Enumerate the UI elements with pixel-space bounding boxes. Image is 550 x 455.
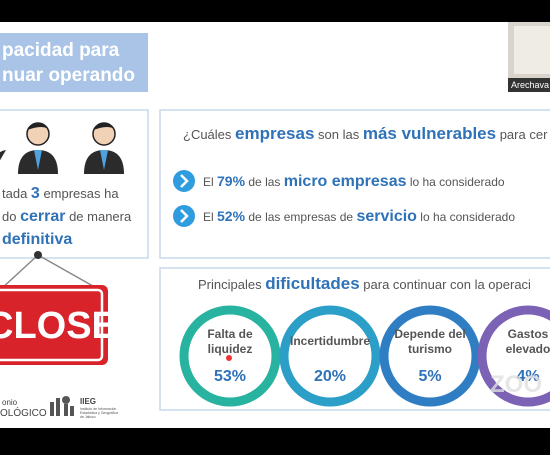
panel <box>159 109 550 259</box>
difficulty-label: Falta de <box>207 327 253 341</box>
participant-name: Arechava <box>511 80 549 90</box>
difficulty-label: Incertidumbre <box>290 334 370 348</box>
text: de las <box>245 175 284 189</box>
emphasis: empresas <box>235 124 314 143</box>
person-icons <box>0 122 124 174</box>
text: para cer <box>496 127 548 142</box>
bullet-icon <box>173 170 195 192</box>
emphasis: cerrar <box>20 208 65 225</box>
emphasis: 3 <box>31 185 40 202</box>
emphasis: dificultades <box>265 274 359 293</box>
logo-text: onio <box>2 398 18 407</box>
difficulty-label: liquidez <box>208 342 253 356</box>
text: ¿Cuáles <box>183 127 235 142</box>
panel <box>0 109 149 259</box>
bullet: El 79% de las micro empresas lo ha consi… <box>203 173 505 190</box>
bullet-icon <box>173 205 195 227</box>
text: son las <box>314 127 362 142</box>
text: tada <box>2 186 31 201</box>
heading: Principales dificultades para continuar … <box>198 274 531 293</box>
emphasis: micro empresas <box>284 173 407 190</box>
iieg-icon <box>50 396 74 416</box>
text: lo ha considerado <box>406 175 504 189</box>
closure-line: definitiva <box>2 231 72 248</box>
panel <box>159 267 550 411</box>
sign-text: CLOSED <box>0 305 144 347</box>
text: de las empresas de <box>245 210 356 224</box>
text: do <box>2 209 20 224</box>
title-box <box>0 33 148 92</box>
title-line: nuar operando <box>2 65 135 86</box>
difficulty-value: 5% <box>418 368 441 385</box>
difficulty-label: turismo <box>408 342 452 356</box>
closure-line: do cerrar de manera <box>2 208 132 225</box>
logo-subtext: de Jalisco <box>80 415 96 419</box>
text: lo ha considerado <box>417 210 515 224</box>
logo-text: OLÓGICO <box>0 406 47 419</box>
closed-sign: CLOSED <box>0 251 144 365</box>
emphasis: 79% <box>217 173 246 189</box>
logo-text: IIEG <box>80 397 96 406</box>
question: ¿Cuáles empresas son las más vulnerables… <box>183 124 548 143</box>
difficulty-label: Depende del <box>394 327 465 341</box>
text: de manera <box>65 209 132 224</box>
title-line: pacidad para <box>2 40 120 61</box>
emphasis: servicio <box>356 208 417 225</box>
text: para continuar con la operaci <box>360 277 531 292</box>
cursor <box>226 355 232 361</box>
logo-subtext: Instituto de Información <box>80 407 116 411</box>
emphasis: 52% <box>217 208 246 224</box>
ring <box>477 305 550 407</box>
text: empresas ha <box>40 186 120 201</box>
closure-line: tada 3 empresas ha <box>2 185 119 202</box>
difficulty-label: Gastos <box>508 327 549 341</box>
watermark: ZOO <box>490 371 542 398</box>
text: Principales <box>198 277 265 292</box>
logo-subtext: Estadística y Geográfica <box>80 411 118 415</box>
emphasis: más vulnerables <box>363 124 496 143</box>
text: El <box>203 210 217 224</box>
difficulty-value: 53% <box>214 368 246 385</box>
video-wall <box>514 26 550 74</box>
bullet: El 52% de las empresas de servicio lo ha… <box>203 208 515 225</box>
difficulty-value: 4% <box>516 368 539 385</box>
text: El <box>203 175 217 189</box>
ring <box>279 305 381 407</box>
video-label-bg <box>508 78 550 92</box>
difficulty-label: elevado <box>506 342 550 356</box>
difficulty-value: 20% <box>314 368 346 385</box>
ring <box>379 305 481 407</box>
